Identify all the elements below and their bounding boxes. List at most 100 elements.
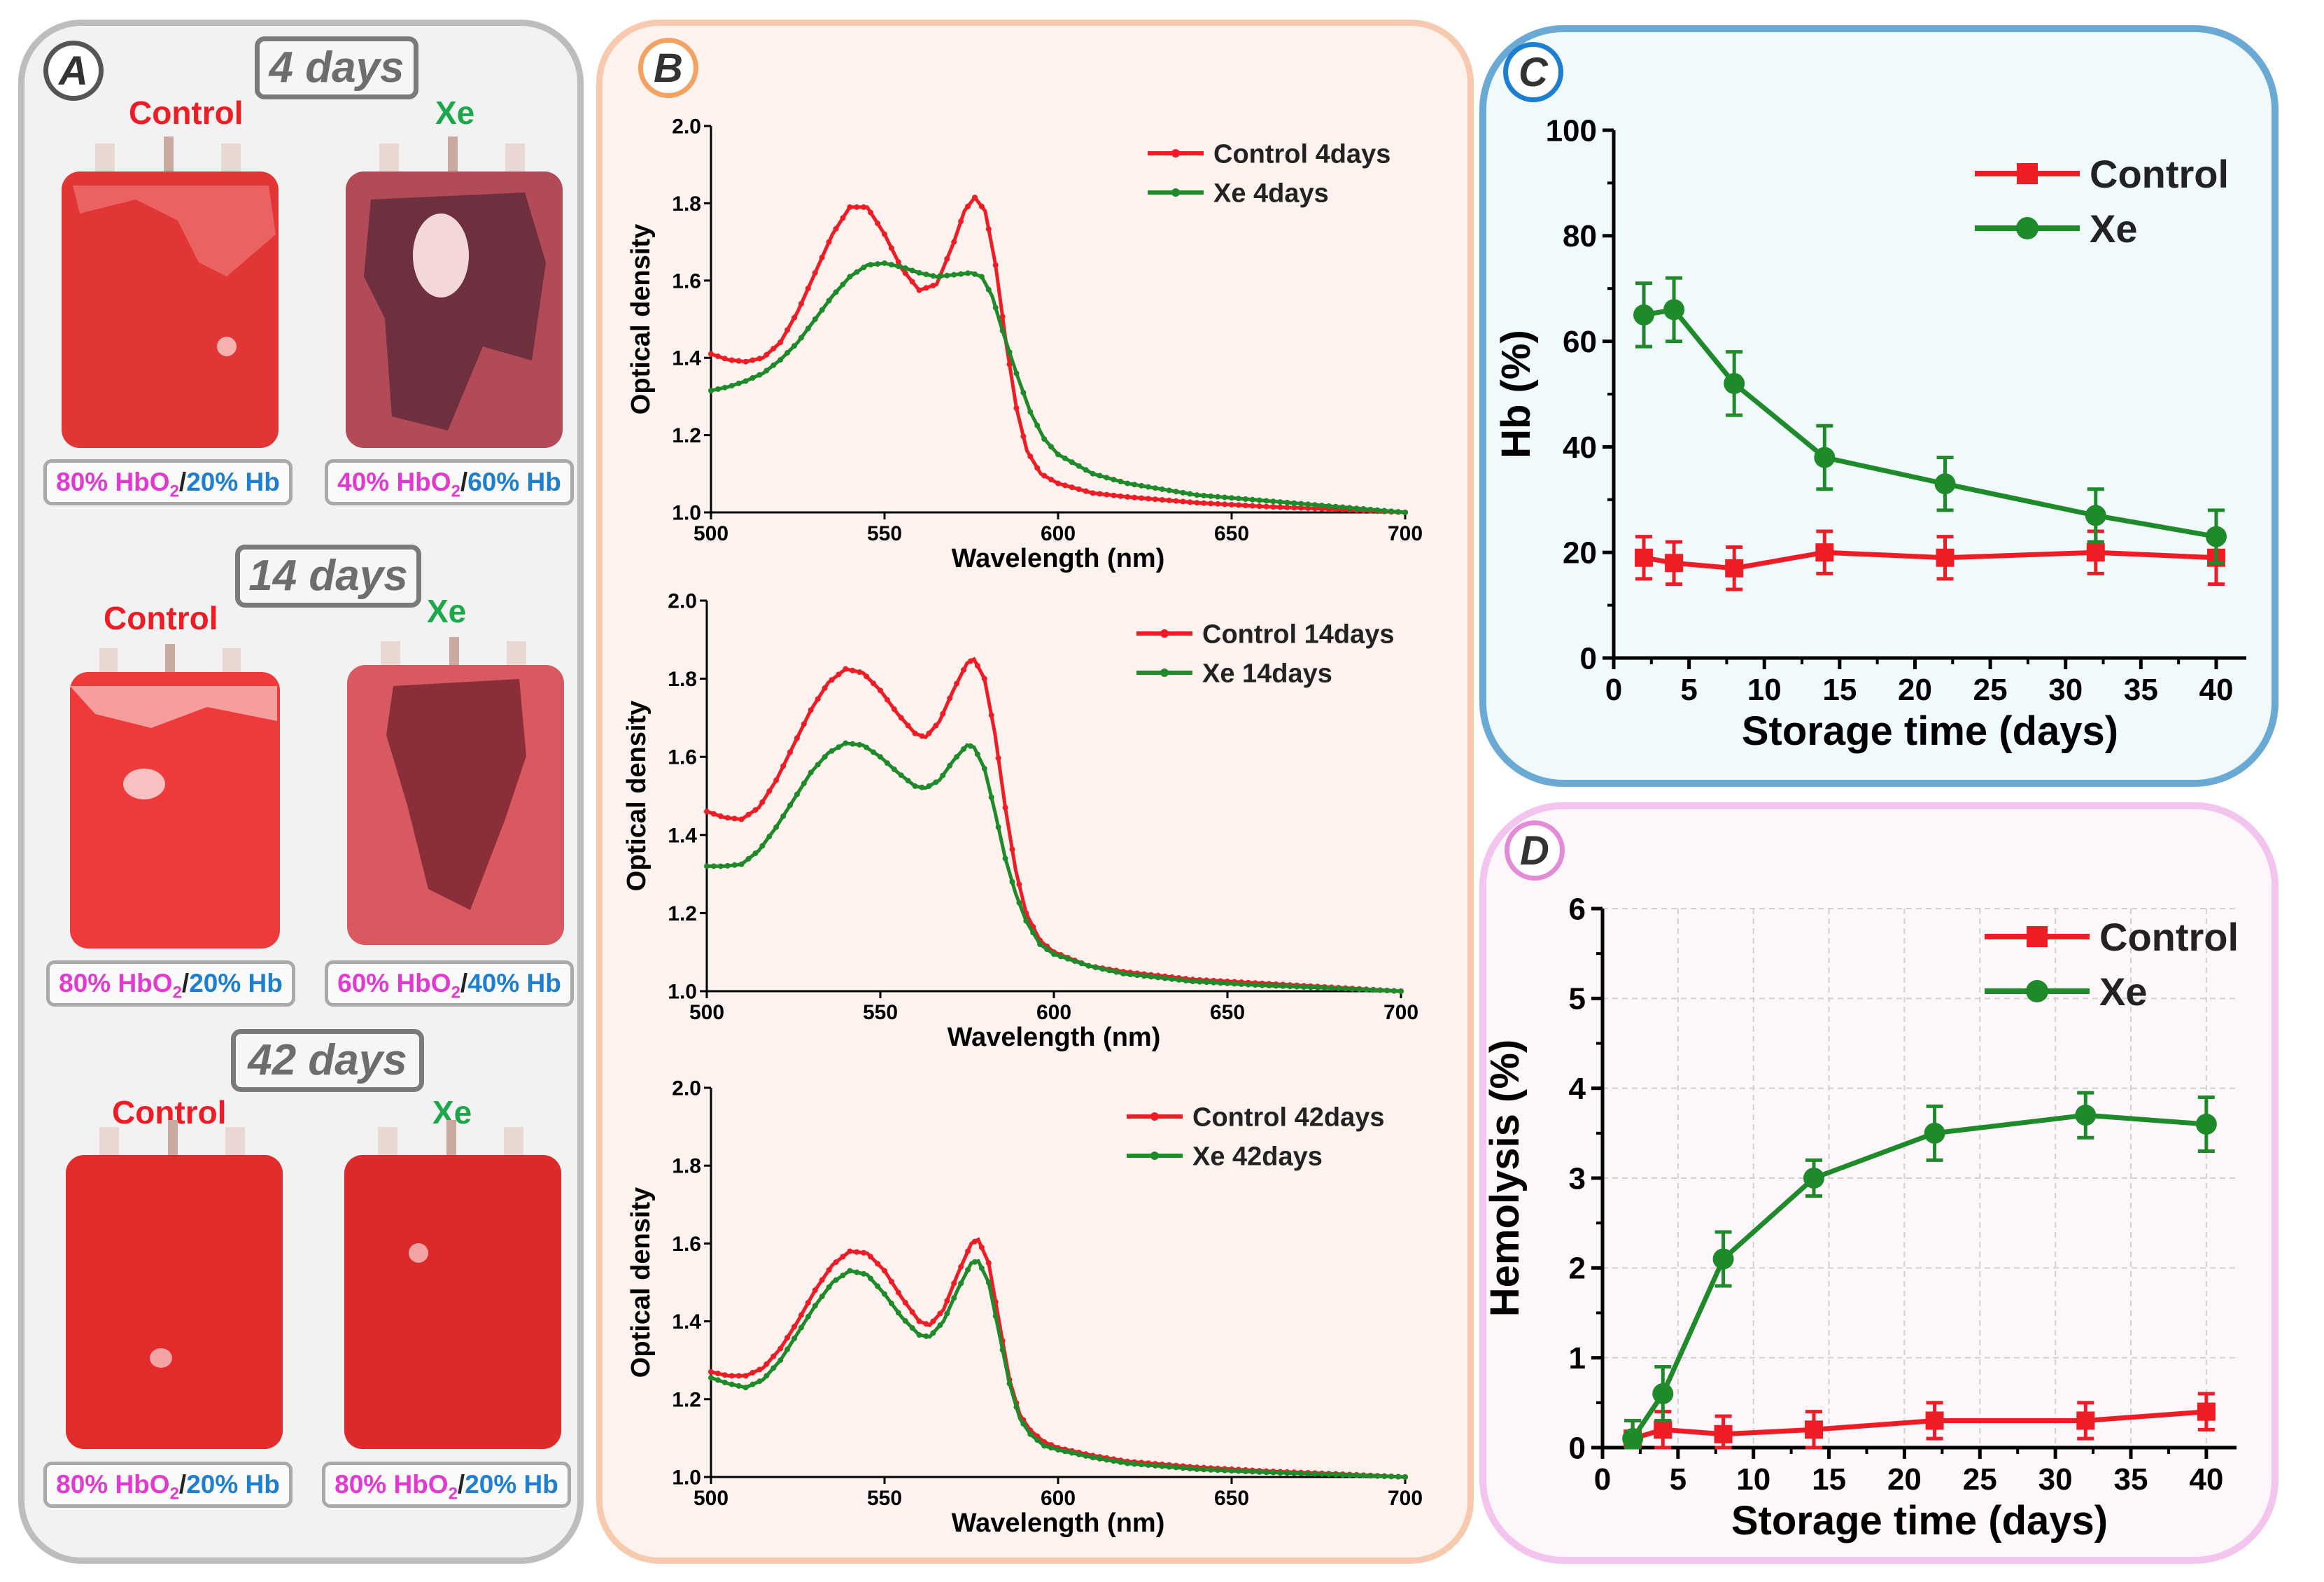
y-tick-label: 80 (1563, 219, 1597, 253)
series-point (951, 1280, 957, 1287)
y-tick-label: 1.4 (672, 1310, 701, 1334)
series-point (770, 345, 777, 351)
series-point (791, 343, 798, 349)
series-point (951, 272, 957, 278)
series-point (805, 285, 811, 291)
data-point-square (1654, 1420, 1672, 1439)
series-point (958, 218, 964, 225)
series-point (1111, 477, 1117, 483)
series-point (958, 1280, 964, 1287)
series-point (961, 667, 967, 673)
series-point (708, 1375, 714, 1381)
series-point (1353, 505, 1360, 512)
series-point (1104, 475, 1110, 481)
series-point (742, 378, 749, 384)
legend-marker (1160, 668, 1169, 677)
series-point (1187, 491, 1193, 497)
series-point (1134, 972, 1141, 979)
series-point (916, 1318, 922, 1324)
series-point (1284, 504, 1290, 510)
series-point (708, 351, 714, 357)
series-point (756, 356, 763, 362)
y-tick-label: 4 (1569, 1072, 1586, 1106)
series-point (1092, 964, 1099, 970)
series-point (822, 754, 828, 760)
series-point (763, 1373, 770, 1379)
series-point (1009, 846, 1015, 853)
series-point (1006, 361, 1013, 368)
series-point (992, 1313, 999, 1320)
series-point (1090, 470, 1096, 477)
series-point (1384, 988, 1390, 994)
series-point (1201, 500, 1207, 506)
data-point-square (1815, 543, 1834, 562)
series-point (1006, 1380, 1013, 1387)
series-point (840, 281, 846, 288)
series-point (944, 1310, 950, 1317)
y-tick-label: 1.4 (672, 347, 701, 370)
y-tick-label: 3 (1569, 1161, 1586, 1196)
series-point (1318, 503, 1325, 509)
data-point-circle (1924, 1122, 1945, 1144)
chart-d: 0 5 10 15 20 25 30 35 40 0 1 2 3 4 5 6 Storage time (day… (1482, 892, 2239, 1544)
series-point (1085, 962, 1092, 969)
series-point (735, 1382, 742, 1389)
series-point (808, 707, 814, 713)
series-point (1069, 484, 1075, 491)
series-point (1360, 1472, 1367, 1478)
series-point (1180, 498, 1186, 505)
series-point (1148, 974, 1154, 980)
series-point (985, 286, 992, 293)
y-tick-label: 1.0 (672, 502, 701, 525)
x-tick-label: 550 (863, 1001, 898, 1024)
series-point (1235, 502, 1241, 508)
series-point (933, 779, 939, 785)
ratio-control-14: 80% HbO2/20% Hb (46, 960, 295, 1007)
series-point (724, 815, 731, 821)
series-point (1118, 1459, 1124, 1465)
series-point (1270, 504, 1276, 510)
series-point (1235, 1468, 1241, 1474)
blood-bag-xe-4 (346, 136, 563, 448)
series-point (978, 1265, 985, 1271)
series-point (1235, 496, 1241, 502)
y-tick-label: 1 (1569, 1341, 1586, 1376)
data-point-circle (1712, 1248, 1734, 1270)
series-point (937, 1322, 943, 1329)
panel-c-badge: C (1503, 42, 1563, 102)
x-tick-label: 700 (1388, 1487, 1423, 1510)
series-point (1256, 503, 1262, 510)
series-point (791, 1336, 798, 1342)
series-point (1145, 1462, 1151, 1469)
series-point (902, 1318, 908, 1324)
series-point (1242, 496, 1248, 502)
series-point (916, 1332, 922, 1338)
series-point (861, 265, 867, 271)
series-point (770, 1365, 777, 1371)
data-point-square (1925, 1411, 1944, 1430)
series-point (985, 226, 992, 232)
x-tick-label: 35 (2114, 1462, 2148, 1497)
series-point (1349, 986, 1355, 992)
series-point (1166, 497, 1172, 503)
series-point (1057, 953, 1064, 960)
series-point (714, 1371, 721, 1377)
series-point (1201, 1466, 1207, 1473)
series-point (763, 1361, 770, 1367)
series-point (1097, 1455, 1103, 1462)
series-point (1321, 985, 1328, 991)
series-point (868, 1254, 874, 1260)
series-point (822, 685, 828, 691)
series-point (926, 730, 932, 736)
legend-label: Control 14days (1202, 620, 1395, 650)
series-point (1051, 951, 1057, 957)
chart-c: 0 5 10 15 20 25 30 35 40 0 20 40 60 80 100 Storage time… (1493, 113, 2246, 754)
series-point (1266, 983, 1272, 989)
xe-label-4: Xe (435, 94, 475, 131)
x-tick-label: 650 (1214, 522, 1249, 545)
series-point (759, 799, 766, 805)
y-tick-label: 0 (1580, 641, 1597, 676)
series-point (1159, 1463, 1165, 1469)
series-point (1249, 1469, 1255, 1475)
series-point (1002, 855, 1008, 862)
